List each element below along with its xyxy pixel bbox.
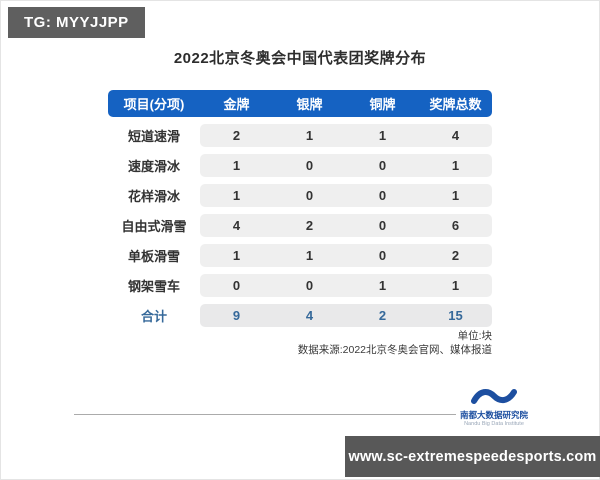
footer-url-bar: www.sc-extremespeedesports.com [345, 436, 600, 477]
row-values-strip: 1 0 0 1 [200, 183, 492, 207]
bronze-value: 0 [378, 217, 387, 233]
footer-url: www.sc-extremespeedesports.com [348, 448, 597, 465]
silver-value: 0 [305, 187, 314, 203]
header-cell-category: 项目(分项) [123, 97, 185, 112]
row-values-strip: 1 0 0 1 [200, 153, 492, 177]
row-values-strip: 9 4 2 15 [200, 303, 492, 327]
total-row-label: 合计 [140, 308, 167, 324]
table-row: 自由式滑雪 4 2 0 6 [108, 210, 492, 240]
bronze-value: 1 [378, 127, 387, 143]
total-value: 1 [451, 187, 460, 203]
gold-value: 1 [232, 247, 241, 263]
header-cell-bronze: 铜牌 [369, 97, 396, 112]
bronze-value: 0 [378, 157, 387, 173]
silver-value: 0 [305, 277, 314, 293]
bronze-value: 0 [378, 247, 387, 263]
silver-value: 1 [305, 247, 314, 263]
medal-table: 项目(分项) 金牌 银牌 铜牌 奖牌总数 短道速滑 2 1 1 4 速度滑冰 1… [108, 90, 492, 330]
total-value: 4 [451, 127, 460, 143]
gold-total: 9 [232, 307, 241, 323]
gold-value: 4 [232, 217, 241, 233]
header-cell-gold: 金牌 [223, 97, 250, 112]
gold-value: 1 [232, 187, 241, 203]
row-label: 花样滑冰 [127, 188, 180, 204]
wave-logo-icon [471, 389, 517, 404]
table-total-row: 合计 9 4 2 15 [108, 300, 492, 330]
table-notes: 单位:块 数据来源:2022北京冬奥会官网、媒体报道 [298, 330, 492, 357]
bronze-total: 2 [378, 307, 387, 323]
source-note: 数据来源:2022北京冬奥会官网、媒体报道 [297, 343, 492, 356]
bronze-value: 0 [378, 187, 387, 203]
table-body: 短道速滑 2 1 1 4 速度滑冰 1 0 0 1 花样滑冰 1 0 0 [108, 120, 492, 330]
table-header-row: 项目(分项) 金牌 银牌 铜牌 奖牌总数 [108, 90, 492, 117]
total-value: 1 [451, 277, 460, 293]
silver-value: 0 [305, 157, 314, 173]
logo-subtitle: Nandu Big Data Institute [464, 421, 524, 427]
row-values-strip: 0 0 1 1 [200, 273, 492, 297]
gold-value: 2 [232, 127, 241, 143]
unit-note: 单位:块 [457, 330, 492, 342]
row-values-strip: 1 1 0 2 [200, 243, 492, 267]
header-cell-silver: 银牌 [296, 97, 323, 112]
total-value: 1 [451, 157, 460, 173]
tg-badge: TG: MYYJJPP [8, 7, 145, 38]
row-label: 速度滑冰 [127, 158, 180, 174]
logo-name: 南都大数据研究院 [459, 410, 528, 420]
table-row: 花样滑冰 1 0 0 1 [108, 180, 492, 210]
row-values-strip: 4 2 0 6 [200, 213, 492, 237]
total-value: 2 [451, 247, 460, 263]
page-title: 2022北京冬奥会中国代表团奖牌分布 [173, 50, 427, 67]
gold-value: 1 [232, 157, 241, 173]
gold-value: 0 [232, 277, 241, 293]
total-value: 6 [451, 217, 460, 233]
table-row: 短道速滑 2 1 1 4 [108, 120, 492, 150]
silver-value: 2 [305, 217, 314, 233]
table-row: 速度滑冰 1 0 0 1 [108, 150, 492, 180]
silver-value: 1 [305, 127, 314, 143]
row-label: 单板滑雪 [127, 248, 180, 264]
silver-total: 4 [305, 307, 314, 323]
medals-total: 15 [448, 307, 463, 323]
footer-divider-line [74, 414, 456, 415]
table-row: 单板滑雪 1 1 0 2 [108, 240, 492, 270]
row-label: 钢架雪车 [127, 278, 180, 294]
institute-logo: 南都大数据研究院 Nandu Big Data Institute [458, 386, 530, 427]
row-values-strip: 2 1 1 4 [200, 123, 492, 147]
header-cell-total: 奖牌总数 [429, 97, 482, 112]
row-label: 短道速滑 [127, 128, 180, 144]
table-row: 钢架雪车 0 0 1 1 [108, 270, 492, 300]
row-label: 自由式滑雪 [121, 218, 187, 234]
bronze-value: 1 [378, 277, 387, 293]
